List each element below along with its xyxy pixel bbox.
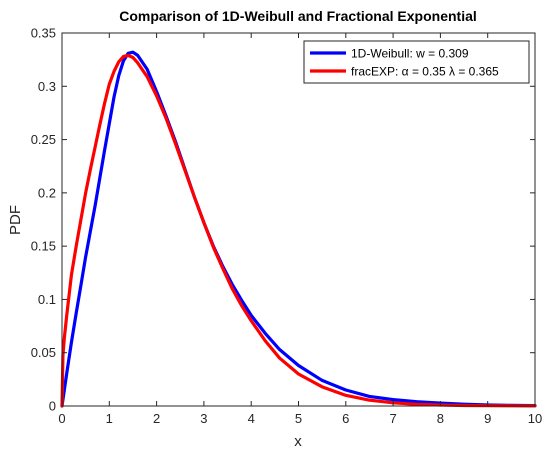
x-tick-label: 9 [484, 411, 491, 426]
x-tick-label: 10 [528, 411, 542, 426]
y-tick-label: 0.1 [38, 292, 56, 307]
legend-box [303, 40, 530, 84]
x-tick-label: 8 [437, 411, 444, 426]
series-line-1 [60, 50, 537, 408]
plot-area [60, 32, 537, 408]
x-tick-label: 7 [389, 411, 396, 426]
x-axis: 0 1 2 3 4 5 6 7 8 9 10 [58, 33, 542, 426]
axes-box [61, 32, 536, 407]
y-tick-label: 0.05 [31, 345, 56, 360]
x-tick-label: 3 [200, 411, 207, 426]
y-tick-label: 0.3 [38, 79, 56, 94]
y-axis-label: PDF [7, 205, 24, 235]
y-tick-label: 0.2 [38, 185, 56, 200]
y-tick-label: 0.25 [31, 132, 56, 147]
y-tick-label: 0 [49, 399, 56, 414]
x-axis-label: x [294, 433, 302, 450]
legend: 1D-Weibull: w = 0.309 fracEXP: α = 0.35 λ… [303, 40, 530, 84]
y-axis: 0 0.05 0.1 0.15 0.2 0.25 0.3 0.35 [31, 26, 535, 414]
x-tick-label: 6 [342, 411, 349, 426]
x-tick-label: 1 [106, 411, 113, 426]
y-tick-label: 0.35 [31, 26, 56, 41]
chart-title: Comparison of 1D-Weibull and Fractional … [119, 8, 477, 24]
x-tick-label: 2 [153, 411, 160, 426]
legend-label-1: 1D-Weibull: w = 0.309 [351, 47, 469, 61]
x-tick-label: 5 [295, 411, 302, 426]
series-line-2 [60, 53, 537, 408]
x-tick-label: 0 [58, 411, 65, 426]
y-tick-label: 0.15 [31, 239, 56, 254]
legend-label-2: fracEXP: α = 0.35 λ = 0.365 [351, 65, 499, 79]
x-tick-label: 4 [248, 411, 255, 426]
